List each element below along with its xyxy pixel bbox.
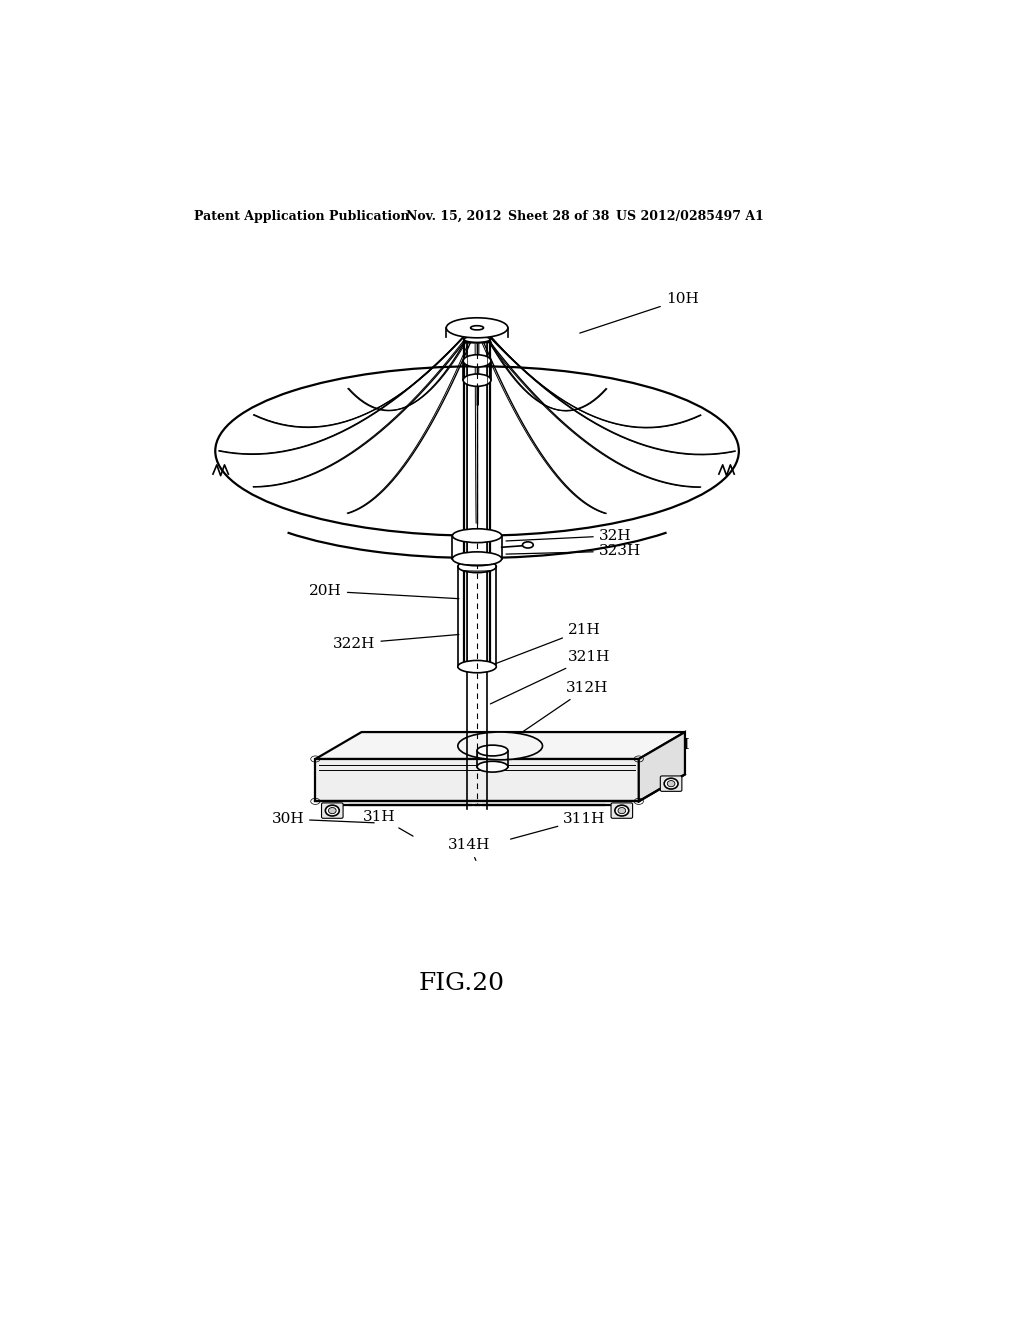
Polygon shape [315, 733, 685, 759]
Ellipse shape [458, 733, 543, 760]
Ellipse shape [668, 780, 675, 787]
Text: 21H: 21H [490, 623, 601, 665]
Ellipse shape [453, 529, 502, 543]
Polygon shape [639, 733, 685, 801]
Ellipse shape [458, 660, 497, 673]
FancyBboxPatch shape [611, 803, 633, 818]
Text: 31H: 31H [364, 809, 413, 836]
Text: 312H: 312H [499, 681, 608, 748]
Ellipse shape [329, 808, 336, 813]
Text: 32H: 32H [506, 529, 632, 543]
FancyBboxPatch shape [660, 776, 682, 792]
Polygon shape [315, 759, 639, 801]
Ellipse shape [458, 560, 497, 573]
Ellipse shape [453, 552, 502, 566]
Ellipse shape [215, 366, 739, 536]
Text: 20H: 20H [309, 585, 459, 599]
Ellipse shape [522, 541, 534, 548]
Ellipse shape [477, 762, 508, 772]
Text: FIG.20: FIG.20 [419, 973, 505, 995]
Ellipse shape [617, 808, 626, 813]
Text: 36H: 36H [594, 738, 690, 780]
FancyBboxPatch shape [322, 803, 343, 818]
Text: 323H: 323H [506, 544, 641, 558]
Text: US 2012/0285497 A1: US 2012/0285497 A1 [615, 210, 764, 223]
Ellipse shape [665, 779, 678, 789]
Ellipse shape [446, 318, 508, 338]
Ellipse shape [367, 779, 379, 788]
Ellipse shape [463, 374, 490, 387]
Text: 322H: 322H [333, 635, 459, 651]
Ellipse shape [463, 355, 490, 367]
Text: 10H: 10H [580, 292, 698, 333]
Ellipse shape [471, 326, 483, 330]
Text: 314H: 314H [447, 838, 490, 861]
Ellipse shape [614, 805, 629, 816]
Ellipse shape [477, 744, 508, 756]
Ellipse shape [326, 805, 339, 816]
Text: Patent Application Publication: Patent Application Publication [194, 210, 410, 223]
Ellipse shape [464, 337, 490, 342]
Text: Nov. 15, 2012: Nov. 15, 2012 [407, 210, 502, 223]
Text: 321H: 321H [490, 651, 610, 704]
Text: 30H: 30H [271, 812, 374, 826]
Text: Sheet 28 of 38: Sheet 28 of 38 [508, 210, 609, 223]
Text: 311H: 311H [511, 812, 605, 840]
